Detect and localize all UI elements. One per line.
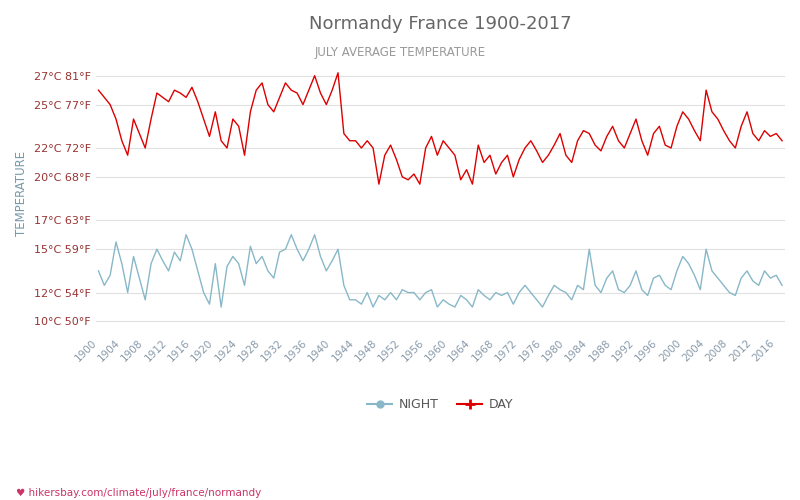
Title: Normandy France 1900-2017: Normandy France 1900-2017 [309, 15, 571, 33]
Y-axis label: TEMPERATURE: TEMPERATURE [15, 151, 28, 236]
Text: ♥ hikersbay.com/climate/july/france/normandy: ♥ hikersbay.com/climate/july/france/norm… [16, 488, 262, 498]
Legend: NIGHT, DAY: NIGHT, DAY [362, 393, 518, 416]
Text: JULY AVERAGE TEMPERATURE: JULY AVERAGE TEMPERATURE [314, 46, 486, 59]
